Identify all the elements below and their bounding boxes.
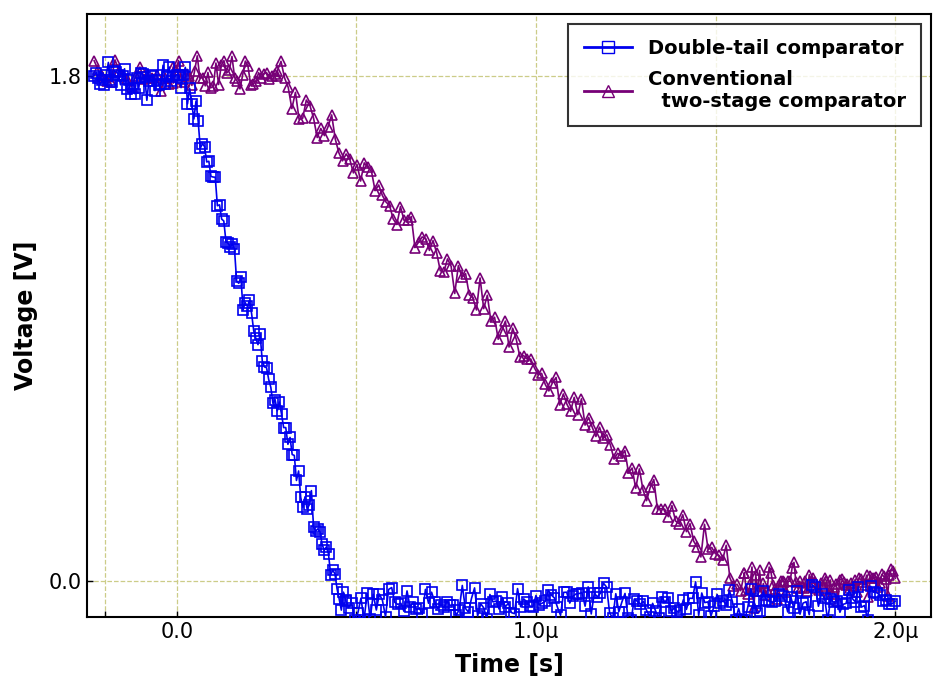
Conventional
  two-stage comparator (89, 57, 100, 65)
Double-tail comparator (524, 602, 535, 610)
Double-tail comparator (89, 71, 100, 79)
Conventional
  two-stage comparator (318, 131, 329, 140)
Conventional
  two-stage comparator (888, 574, 900, 583)
Double-tail comparator (809, 583, 820, 591)
Double-tail comparator (750, 609, 762, 617)
Conventional
  two-stage comparator (226, 53, 237, 61)
Legend: Double-tail comparator, Conventional
  two-stage comparator: Double-tail comparator, Conventional two… (567, 23, 920, 126)
Conventional
  two-stage comparator (192, 52, 203, 60)
Conventional
  two-stage comparator (130, 72, 142, 80)
Double-tail comparator (520, 598, 531, 606)
Double-tail comparator (91, 68, 102, 77)
Line: Conventional
  two-stage comparator: Conventional two-stage comparator (90, 51, 899, 613)
X-axis label: Time [s]: Time [s] (454, 653, 563, 677)
Conventional
  two-stage comparator (723, 574, 734, 582)
Double-tail comparator (888, 597, 900, 605)
Double-tail comparator (103, 58, 114, 66)
Conventional
  two-stage comparator (391, 220, 402, 229)
Conventional
  two-stage comparator (615, 451, 626, 460)
Double-tail comparator (348, 616, 360, 624)
Double-tail comparator (539, 597, 550, 605)
Line: Double-tail comparator: Double-tail comparator (90, 57, 899, 625)
Y-axis label: Voltage [V]: Voltage [V] (14, 241, 38, 390)
Conventional
  two-stage comparator (748, 604, 759, 612)
